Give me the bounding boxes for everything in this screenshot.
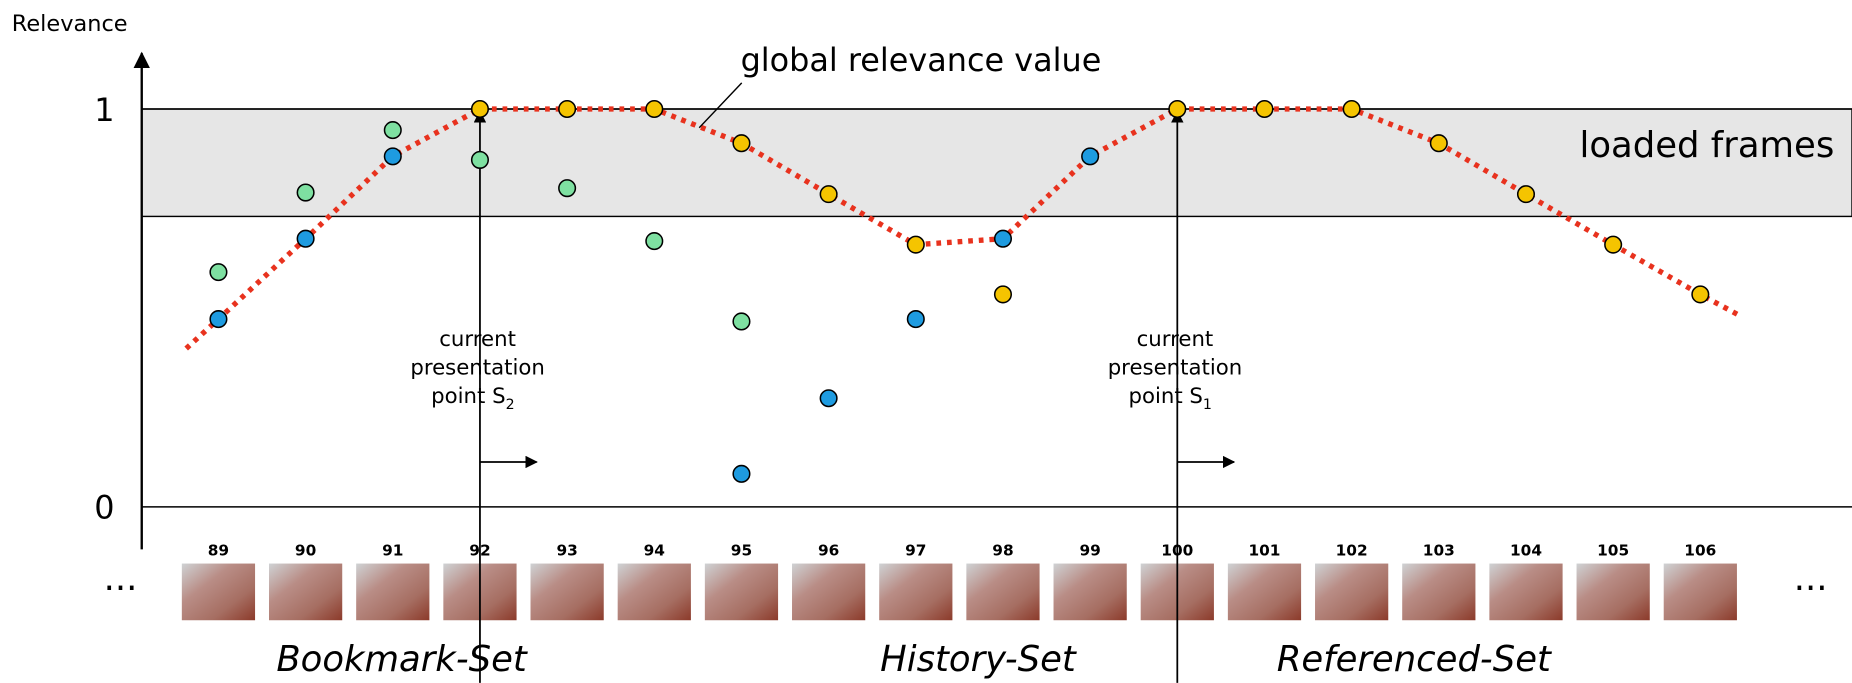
presentation-label: current xyxy=(1137,327,1214,352)
relevance-point xyxy=(645,232,664,251)
relevance-point xyxy=(645,99,664,119)
x-tick-label: 96 xyxy=(818,541,839,559)
frame-thumbnail xyxy=(1663,563,1737,621)
x-tick-label: 94 xyxy=(644,541,665,559)
line-label: global relevance value xyxy=(741,41,1102,79)
presentation-label: presentation xyxy=(410,356,545,381)
relevance-point xyxy=(470,150,489,169)
relevance-point xyxy=(1081,147,1100,166)
frame-thumbnail xyxy=(1489,563,1563,621)
frame-thumbnail xyxy=(268,563,343,621)
relevance-point xyxy=(209,263,228,282)
x-tick-label: 101 xyxy=(1248,541,1280,559)
relevance-point xyxy=(558,179,577,198)
ellipsis: ··· xyxy=(104,568,138,609)
presentation-label: current xyxy=(439,327,516,352)
relevance-point xyxy=(732,464,751,483)
relevance-point xyxy=(1168,99,1187,119)
frame-thumbnail xyxy=(1315,563,1389,621)
frame-thumbnail xyxy=(356,563,430,621)
ellipsis: ··· xyxy=(1794,568,1828,609)
presentation-label: point S1 xyxy=(1128,384,1211,413)
frame-thumbnail xyxy=(1402,563,1476,621)
x-tick-label: 89 xyxy=(208,541,229,559)
relevance-point xyxy=(296,183,315,202)
relevance-point xyxy=(993,285,1013,304)
relevance-point xyxy=(558,99,577,119)
x-tick-label: 105 xyxy=(1597,541,1629,559)
x-tick-label: 93 xyxy=(556,541,577,559)
band-label: loaded frames xyxy=(1580,125,1835,166)
x-tick-label: 106 xyxy=(1684,541,1716,559)
set-label: History-Set xyxy=(880,639,1077,680)
x-tick-label: 91 xyxy=(382,541,403,559)
line-label-leader xyxy=(698,82,743,129)
x-tick-label: 95 xyxy=(731,541,752,559)
frame-thumbnail xyxy=(966,563,1040,621)
relevance-point xyxy=(1604,235,1623,254)
presentation-label: point S2 xyxy=(431,384,514,413)
presentation-subscript: 2 xyxy=(506,397,515,413)
frame-thumbnail xyxy=(1576,563,1650,621)
relevance-point xyxy=(819,389,838,408)
x-tick-label: 103 xyxy=(1423,541,1455,559)
presentation-label: presentation xyxy=(1108,356,1243,381)
relevance-point xyxy=(1342,99,1361,119)
relevance-point xyxy=(1429,134,1448,153)
y-tick-label: 0 xyxy=(94,489,114,527)
y-axis-label: Relevance xyxy=(12,11,128,37)
frame-thumbnail xyxy=(1227,563,1302,621)
set-label: Referenced-Set xyxy=(1277,639,1552,680)
relevance-point xyxy=(383,121,402,140)
frame-thumbnail xyxy=(1053,563,1127,621)
relevance-point xyxy=(470,99,489,119)
x-tick-label: 90 xyxy=(295,541,316,559)
loaded-band xyxy=(141,108,1852,218)
relevance-point xyxy=(1516,185,1536,204)
relevance-point xyxy=(383,147,402,166)
relevance-point xyxy=(1691,285,1710,304)
relevance-point xyxy=(993,229,1013,248)
set-label: Bookmark-Set xyxy=(276,639,528,680)
frame-thumbnail xyxy=(181,563,256,621)
relevance-point xyxy=(296,229,315,248)
relevance-point xyxy=(906,310,925,329)
frame-thumbnail xyxy=(617,563,691,621)
x-tick-label: 98 xyxy=(992,541,1013,559)
relevance-line xyxy=(184,106,1741,351)
relevance-point xyxy=(732,312,751,331)
x-tick-label: 97 xyxy=(905,541,926,559)
frame-thumbnail xyxy=(792,563,866,621)
relevance-point xyxy=(1255,99,1274,119)
presentation-subscript: 1 xyxy=(1203,397,1212,413)
relevance-point xyxy=(732,134,751,153)
x-tick-label: 102 xyxy=(1336,541,1368,559)
x-tick-label: 104 xyxy=(1510,541,1542,559)
frame-thumbnail xyxy=(530,563,604,621)
relevance-point xyxy=(819,185,838,204)
relevance-point xyxy=(209,310,228,329)
relevance-point xyxy=(906,235,925,254)
frame-thumbnail xyxy=(879,563,953,621)
x-tick-label: 99 xyxy=(1079,541,1100,559)
y-tick-label: 1 xyxy=(94,91,114,129)
frame-thumbnail xyxy=(704,563,779,621)
